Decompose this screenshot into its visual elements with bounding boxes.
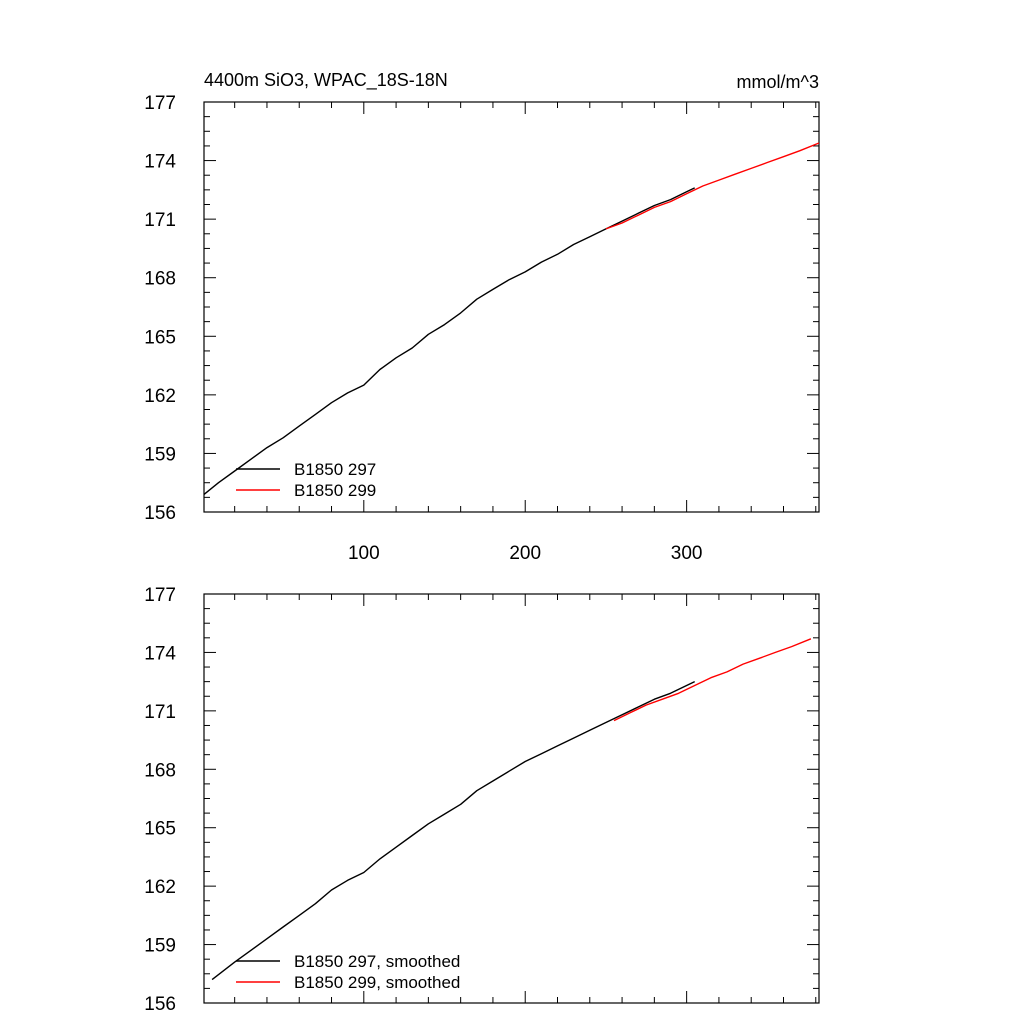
legend-label-1: B1850 297 — [294, 460, 376, 479]
chart-title: 4400m SiO3, WPAC_18S-18N — [204, 70, 448, 91]
y-tick-label: 177 — [144, 93, 176, 114]
plot-frame — [203, 101, 820, 513]
series-line-1 — [211, 680, 696, 981]
y-tick-label: 165 — [144, 819, 176, 840]
plot-frame — [203, 593, 820, 1004]
y-tick-label: 159 — [144, 444, 176, 465]
series-line-2 — [605, 142, 820, 230]
x-tick-label: 300 — [671, 543, 703, 564]
y-tick-label: 156 — [144, 994, 176, 1015]
y-tick-label: 159 — [144, 936, 176, 957]
series-line-2 — [613, 638, 812, 722]
x-tick-label: 100 — [348, 543, 380, 564]
legend-label-2: B1850 299 — [294, 481, 376, 500]
legend-label-1: B1850 297, smoothed — [294, 952, 460, 971]
top-panel: 156 159 162 165 168 171 174 177 100 200 300 B1850 2… — [144, 93, 820, 564]
y-tick-label: 174 — [144, 643, 176, 664]
x-tick-label: 200 — [509, 543, 541, 564]
y-tick-label: 174 — [144, 152, 176, 173]
y-tick-label: 162 — [144, 877, 176, 898]
y-tick-label: 156 — [144, 503, 176, 524]
y-tick-label: 168 — [144, 269, 176, 290]
y-tick-label: 162 — [144, 386, 176, 407]
y-tick-label: 168 — [144, 760, 176, 781]
y-tick-label: 177 — [144, 585, 176, 606]
y-tick-label: 171 — [144, 210, 176, 231]
y-tick-label: 165 — [144, 327, 176, 348]
y-tick-label: 171 — [144, 702, 176, 723]
series-line-1 — [203, 187, 696, 495]
units-label: mmol/m^3 — [737, 72, 819, 92]
legend-label-2: B1850 299, smoothed — [294, 973, 460, 992]
bottom-panel: 156 159 162 165 168 171 174 177 B1850 297, smoot… — [144, 585, 820, 1015]
